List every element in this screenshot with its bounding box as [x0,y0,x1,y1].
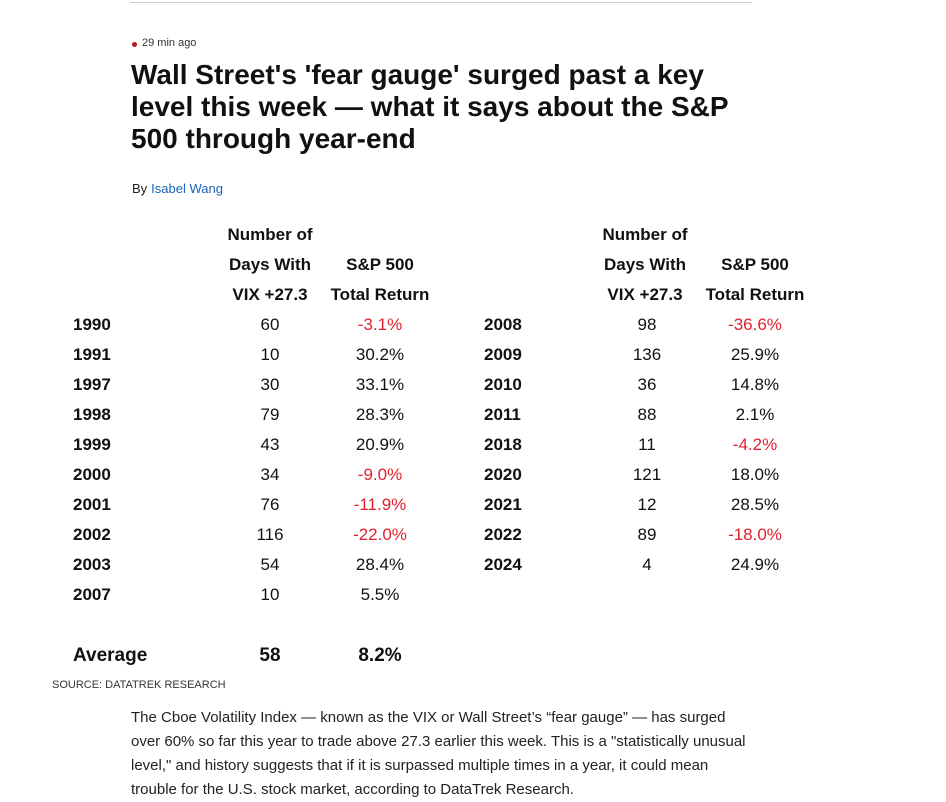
header-return: S&P 500 [346,255,414,274]
row-return: 20.9% [355,435,405,454]
row-return: -9.0% [357,465,403,484]
row-year: 2007 [73,585,111,604]
row-days: 136 [632,345,662,364]
row-return: -22.0% [353,525,407,544]
row-return: 28.4% [355,555,405,574]
row-year: 2002 [73,525,111,544]
author-link[interactable]: Isabel Wang [151,181,223,196]
row-return: 5.5% [360,585,400,604]
row-return: -11.9% [353,495,407,514]
row-year: 2009 [484,345,522,364]
top-divider [130,2,752,3]
row-days: 11 [638,435,656,454]
source-credit: SOURCE: DATATREK RESEARCH [52,679,226,691]
row-year: 2011 [484,405,521,424]
row-year: 2003 [73,555,111,574]
header-days: Days With [228,255,312,274]
row-return: -4.2% [732,435,778,454]
row-year: 1999 [73,435,111,454]
row-year: 2001 [73,495,111,514]
average-days: 58 [259,645,281,666]
header-return: Total Return [705,285,805,304]
row-year: 2018 [484,435,522,454]
row-days: 98 [637,315,657,334]
row-days: 60 [260,315,280,334]
row-days: 76 [260,495,280,514]
row-return: 30.2% [355,345,405,364]
row-days: 121 [632,465,662,484]
average-label: Average [73,645,148,666]
row-days: 30 [260,375,280,394]
row-year: 2022 [484,525,522,544]
row-return: 28.5% [730,495,780,514]
row-days: 36 [637,375,657,394]
row-return: -3.1% [357,315,403,334]
row-days: 116 [256,525,284,544]
row-days: 34 [260,465,280,484]
row-year: 1998 [73,405,111,424]
row-year: 1990 [73,315,111,334]
average-return: 8.2% [358,645,402,666]
row-return: 14.8% [730,375,780,394]
row-year: 2021 [484,495,522,514]
header-return: S&P 500 [721,255,789,274]
row-year: 2008 [484,315,522,334]
header-days: Number of [602,225,688,244]
row-days: 10 [260,345,280,364]
body-paragraph: The Cboe Volatility Index — known as the… [131,709,746,798]
article-title: Wall Street's 'fear gauge' surged past a… [131,59,729,154]
row-return: 2.1% [735,405,775,424]
row-year: 1991 [73,345,111,364]
row-days: 54 [260,555,280,574]
header-days: VIX +27.3 [607,285,683,304]
row-year: 2000 [73,465,111,484]
header-return: Total Return [330,285,430,304]
row-return: 24.9% [730,555,780,574]
row-days: 89 [637,525,657,544]
row-days: 10 [260,585,280,604]
byline: By Isabel Wang [132,181,223,196]
row-return: 25.9% [730,345,780,364]
by-label: By [132,181,148,196]
timestamp: 29 min ago [132,37,196,49]
header-days: VIX +27.3 [232,285,308,304]
live-dot-icon [132,42,137,47]
row-days: 12 [637,495,657,514]
row-days: 88 [637,405,657,424]
row-return: 28.3% [355,405,405,424]
row-return: -36.6% [728,315,782,334]
row-year: 1997 [73,375,111,394]
header-days: Number of [227,225,313,244]
timestamp-text: 29 min ago [142,37,197,49]
row-return: 33.1% [355,375,405,394]
row-year: 2010 [484,375,522,394]
vix-returns-table: Number of Days With VIX +27.3 S&P 500 Total … [50,220,820,675]
row-days: 4 [642,555,652,574]
row-return: 18.0% [730,465,780,484]
row-year: 2020 [484,465,522,484]
row-days: 79 [260,405,280,424]
row-year: 2024 [484,555,522,574]
header-days: Days With [603,255,687,274]
row-return: -18.0% [728,525,782,544]
row-days: 43 [260,435,280,454]
